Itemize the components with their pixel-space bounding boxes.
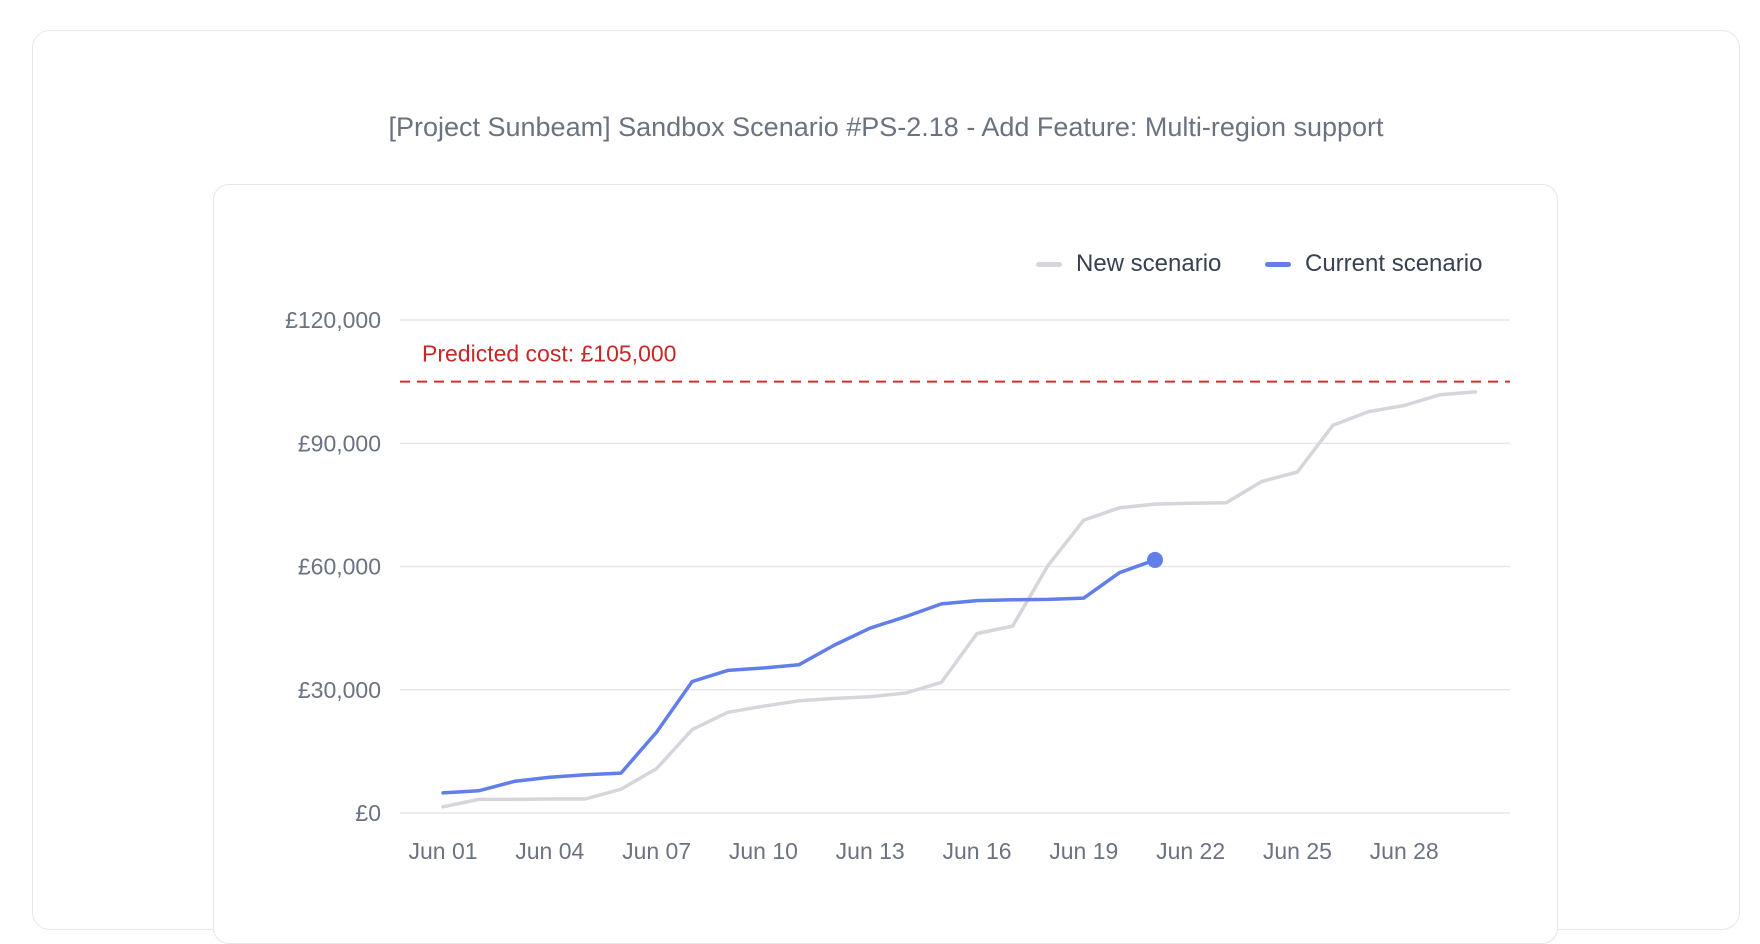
x-tick-label: Jun 13 — [836, 838, 905, 864]
line-chart: £0£30,000£60,000£90,000£120,000 Jun 01 Ju… — [285, 307, 1510, 864]
x-tick-label: Jun 19 — [1049, 838, 1118, 864]
series-line-current-scenario[interactable] — [441, 558, 1157, 795]
chart-legend: New scenario Current scenario — [0, 250, 1760, 286]
x-tick-label: Jun 16 — [942, 838, 1011, 864]
legend-swatch-new-scenario — [1036, 261, 1062, 267]
series-end-point-current-scenario[interactable] — [1147, 551, 1163, 568]
legend-item-new-scenario[interactable]: New scenario — [1036, 250, 1221, 278]
series-line-new-scenario[interactable] — [441, 390, 1478, 809]
y-tick-label: £0 — [355, 800, 381, 826]
y-tick-label: £30,000 — [298, 677, 381, 703]
legend-label-current-scenario: Current scenario — [1305, 250, 1483, 277]
threshold-label: Predicted cost: £105,000 — [422, 341, 676, 367]
y-tick-label: £60,000 — [298, 554, 381, 580]
x-axis-ticks: Jun 01 Jun 04 Jun 07 Jun 10 Jun 13 Jun 16 Jun … — [408, 838, 1438, 864]
x-tick-label: Jun 10 — [729, 838, 798, 864]
y-tick-label: £120,000 — [285, 307, 381, 333]
series — [441, 390, 1478, 809]
x-tick-label: Jun 01 — [408, 838, 477, 864]
y-axis-ticks: £0 £30,000 £60,000 £90,000 £120,000 — [285, 307, 381, 826]
y-tick-label: £90,000 — [298, 430, 381, 456]
grid-lines — [400, 319, 1510, 814]
x-tick-label: Jun 07 — [622, 838, 691, 864]
x-tick-label: Jun 25 — [1263, 838, 1332, 864]
legend-swatch-current-scenario — [1265, 261, 1291, 267]
legend-item-current-scenario[interactable]: Current scenario — [1265, 250, 1482, 278]
x-tick-label: Jun 04 — [515, 838, 584, 864]
page-title: [Project Sunbeam] Sandbox Scenario #PS-2… — [388, 112, 1384, 142]
x-tick-label: Jun 28 — [1370, 838, 1439, 864]
legend-label-new-scenario: New scenario — [1076, 250, 1222, 277]
x-tick-label: Jun 22 — [1156, 838, 1225, 864]
annotations: Predicted cost: £105,000 — [400, 341, 1510, 383]
